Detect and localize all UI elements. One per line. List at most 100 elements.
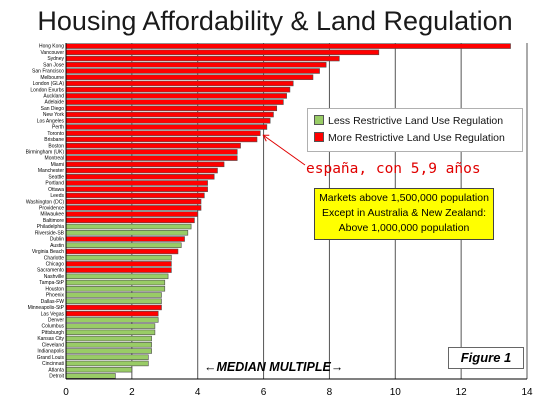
category-label: Denver — [48, 317, 64, 323]
category-label: Sydney — [47, 56, 64, 62]
bar-detroit — [65, 373, 116, 379]
x-tick-label: 8 — [327, 387, 333, 398]
bar-dallas-fw — [65, 298, 162, 304]
category-label: Providence — [39, 205, 64, 211]
bar-adelaide — [65, 99, 284, 105]
x-tick-label: 2 — [129, 387, 135, 398]
category-label: Milwaukee — [40, 212, 64, 218]
x-tick-label: 0 — [63, 387, 69, 398]
category-label: Ottawa — [48, 187, 64, 193]
category-label: Adelaide — [45, 100, 65, 106]
category-label: San Francisco — [32, 69, 64, 75]
bar-columbus — [65, 323, 156, 329]
category-label: Kansas City — [37, 336, 64, 342]
category-label: Leeds — [50, 193, 64, 199]
category-label: Cleveland — [42, 342, 64, 348]
category-label: New York — [43, 112, 65, 118]
category-label: Riverside-SB — [35, 230, 65, 236]
median-multiple-label: ←MEDIAN MULTIPLE→ — [204, 360, 344, 374]
legend-swatch-more — [314, 132, 324, 143]
category-label: Vancouver — [40, 50, 64, 56]
bar-sydney — [65, 55, 340, 62]
figure-label: Figure 1 — [448, 347, 524, 369]
bar-melbourne — [65, 74, 314, 80]
bar-providence — [65, 205, 202, 211]
category-label: Minneapolis-StP — [28, 305, 65, 311]
x-tick-label: 12 — [456, 387, 468, 398]
category-label: Toronto — [47, 131, 64, 137]
bar-manchester — [65, 167, 218, 174]
bar-new-york — [65, 111, 274, 118]
category-label: San Diego — [41, 106, 65, 112]
bar-philadelphia — [65, 223, 192, 230]
legend-item-more: More Restrictive Land Use Regulation — [314, 132, 505, 145]
bar-san-francisco — [65, 68, 320, 74]
bar-washington-dc- — [65, 198, 202, 205]
category-label: Charlotte — [44, 255, 65, 261]
category-label: Manchester — [38, 168, 64, 174]
bar-sacramento — [65, 267, 172, 273]
bar-dublin — [65, 236, 185, 242]
bar-milwaukee — [65, 211, 199, 217]
x-tick-label: 6 — [261, 387, 267, 398]
population-note: Markets above 1,500,000 population Excep… — [314, 188, 494, 240]
bar-san-jose — [65, 62, 327, 68]
category-label: Columbus — [41, 324, 64, 330]
spain-annotation: españa, con 5,9 años — [306, 161, 481, 177]
category-label: Brisbane — [44, 137, 64, 143]
x-tick-label: 14 — [521, 387, 533, 398]
legend-label-more: More Restrictive Land Use Regulation — [328, 132, 505, 144]
bar-san-diego — [65, 105, 278, 112]
bar-toronto — [65, 130, 261, 136]
bar-virginia-beach — [65, 248, 179, 255]
category-label: Washington (DC) — [26, 199, 64, 205]
category-label: Los Angeles — [37, 118, 65, 124]
category-label: Nashville — [44, 274, 65, 280]
bar-austin — [65, 242, 182, 248]
bar-phoenix — [65, 292, 162, 298]
bar-london-exurbs — [65, 86, 291, 93]
category-label: Atlanta — [48, 367, 64, 373]
note-line-1: Markets above 1,500,000 population — [319, 192, 489, 204]
category-label: Tampa-StP — [39, 280, 64, 286]
bar-auckland — [65, 93, 287, 99]
category-label: Auckland — [43, 93, 64, 99]
category-label: Baltimore — [43, 218, 64, 224]
category-label: Portland — [45, 181, 64, 187]
category-label: San Jose — [43, 62, 64, 68]
bar-leeds — [65, 192, 205, 199]
bar-denver — [65, 317, 159, 323]
bar-brisbane — [65, 136, 258, 143]
bar-seattle — [65, 174, 215, 180]
note-line-2: Except in Australia & New Zealand: — [321, 207, 486, 219]
bar-vancouver — [65, 49, 380, 56]
bar-ottawa — [65, 186, 208, 192]
bar-baltimore — [65, 217, 195, 224]
category-label: Chicago — [46, 261, 65, 267]
note-line-3: Above 1,000,000 population — [338, 222, 470, 234]
bar-perth — [65, 124, 268, 130]
bar-birmingham-uk- — [65, 149, 238, 155]
bar-houston — [65, 286, 166, 292]
bar-riverside-sb — [65, 230, 189, 236]
bar-indianapolis — [65, 348, 152, 354]
category-label: Phoenix — [46, 293, 65, 299]
bar-london-gla- — [65, 80, 294, 87]
category-label: Cincinnati — [42, 361, 64, 367]
x-tick-label: 10 — [390, 387, 402, 398]
bar-los-angeles — [65, 118, 271, 124]
category-label: Perth — [52, 125, 64, 131]
category-label: Hong Kong — [39, 44, 64, 50]
bar-miami — [65, 161, 225, 168]
category-label: Grand Louis — [37, 355, 65, 361]
category-label: Sacramento — [37, 268, 64, 274]
legend-label-less: Less Restrictive Land Use Regulation — [328, 115, 504, 127]
annotation-arrow-line — [262, 134, 306, 166]
bar-charlotte — [65, 254, 172, 261]
category-label: Detroit — [49, 373, 64, 379]
category-label: Pittsburgh — [41, 330, 64, 336]
bar-nashville — [65, 273, 169, 280]
category-label: Dallas-FW — [41, 299, 65, 305]
category-label: Miami — [51, 162, 64, 168]
